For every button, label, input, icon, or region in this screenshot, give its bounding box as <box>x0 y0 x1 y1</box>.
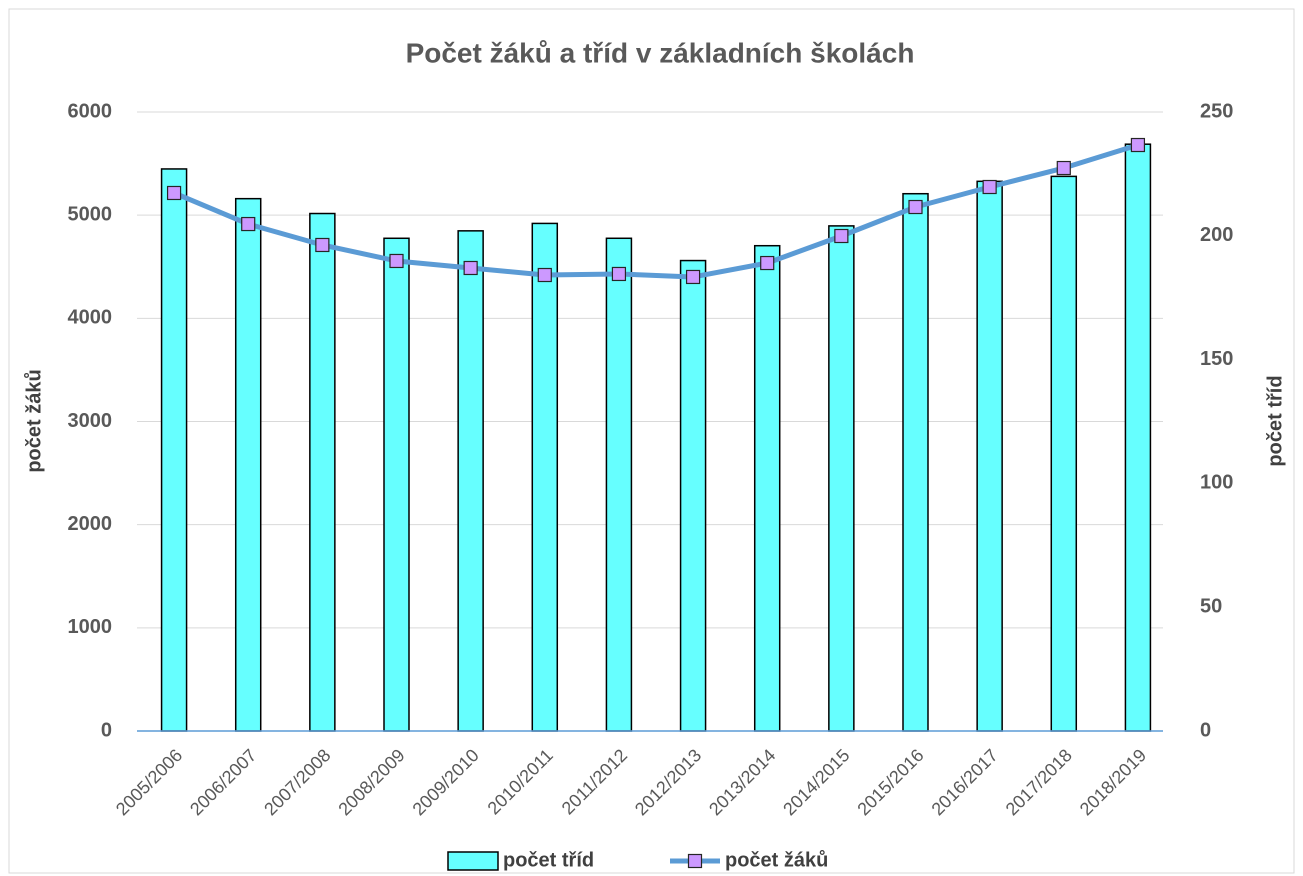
marker <box>389 253 404 269</box>
y2-tick-label: 0 <box>1200 719 1211 741</box>
y2-tick-label: 250 <box>1200 100 1233 122</box>
chart-border <box>8 8 1295 874</box>
y-tick-label: 2000 <box>68 513 113 535</box>
bar <box>1050 175 1078 732</box>
y-tick-label: 4000 <box>68 307 113 329</box>
y-tick-label: 1000 <box>68 616 113 638</box>
bar <box>902 192 929 732</box>
marker <box>685 269 701 285</box>
y-tick-label: 6000 <box>68 100 113 122</box>
marker <box>908 199 923 215</box>
bar <box>457 230 484 732</box>
bar <box>1124 143 1152 732</box>
marker <box>611 266 627 282</box>
legend-label: počet žáků <box>725 849 828 871</box>
bar <box>828 225 855 732</box>
marker <box>834 228 849 244</box>
y2-tick-label: 150 <box>1200 348 1233 370</box>
marker <box>1130 137 1146 153</box>
marker <box>982 179 997 195</box>
legend-label: počet tříd <box>503 849 594 871</box>
bar <box>309 212 336 732</box>
bar <box>383 237 410 732</box>
bar <box>679 259 707 732</box>
bar <box>234 197 262 732</box>
line <box>173 142 1139 280</box>
marker <box>1056 160 1071 176</box>
bar <box>605 237 633 732</box>
bar <box>160 168 188 732</box>
y-tick-label: 3000 <box>68 410 113 432</box>
y-tick-label: 0 <box>101 719 112 741</box>
marker <box>166 185 182 201</box>
marker <box>315 237 330 253</box>
y2-tick-label: 100 <box>1200 472 1233 494</box>
marker <box>760 255 775 271</box>
bar <box>753 244 781 732</box>
marker <box>241 216 256 232</box>
legend-marker <box>687 853 703 869</box>
y2-tick-label: 200 <box>1200 224 1233 246</box>
y-tick-label: 5000 <box>68 203 113 225</box>
bar <box>531 222 559 732</box>
chart-title: Počet žáků a tříd v základních školách <box>406 37 915 68</box>
legend-swatch <box>447 851 499 871</box>
y-axis-title: počet žáků <box>23 369 45 472</box>
y2-tick-label: 50 <box>1200 595 1222 617</box>
bar <box>976 180 1003 732</box>
y2-axis-title: počet tříd <box>1264 375 1286 466</box>
marker <box>537 267 552 283</box>
marker <box>463 260 478 276</box>
